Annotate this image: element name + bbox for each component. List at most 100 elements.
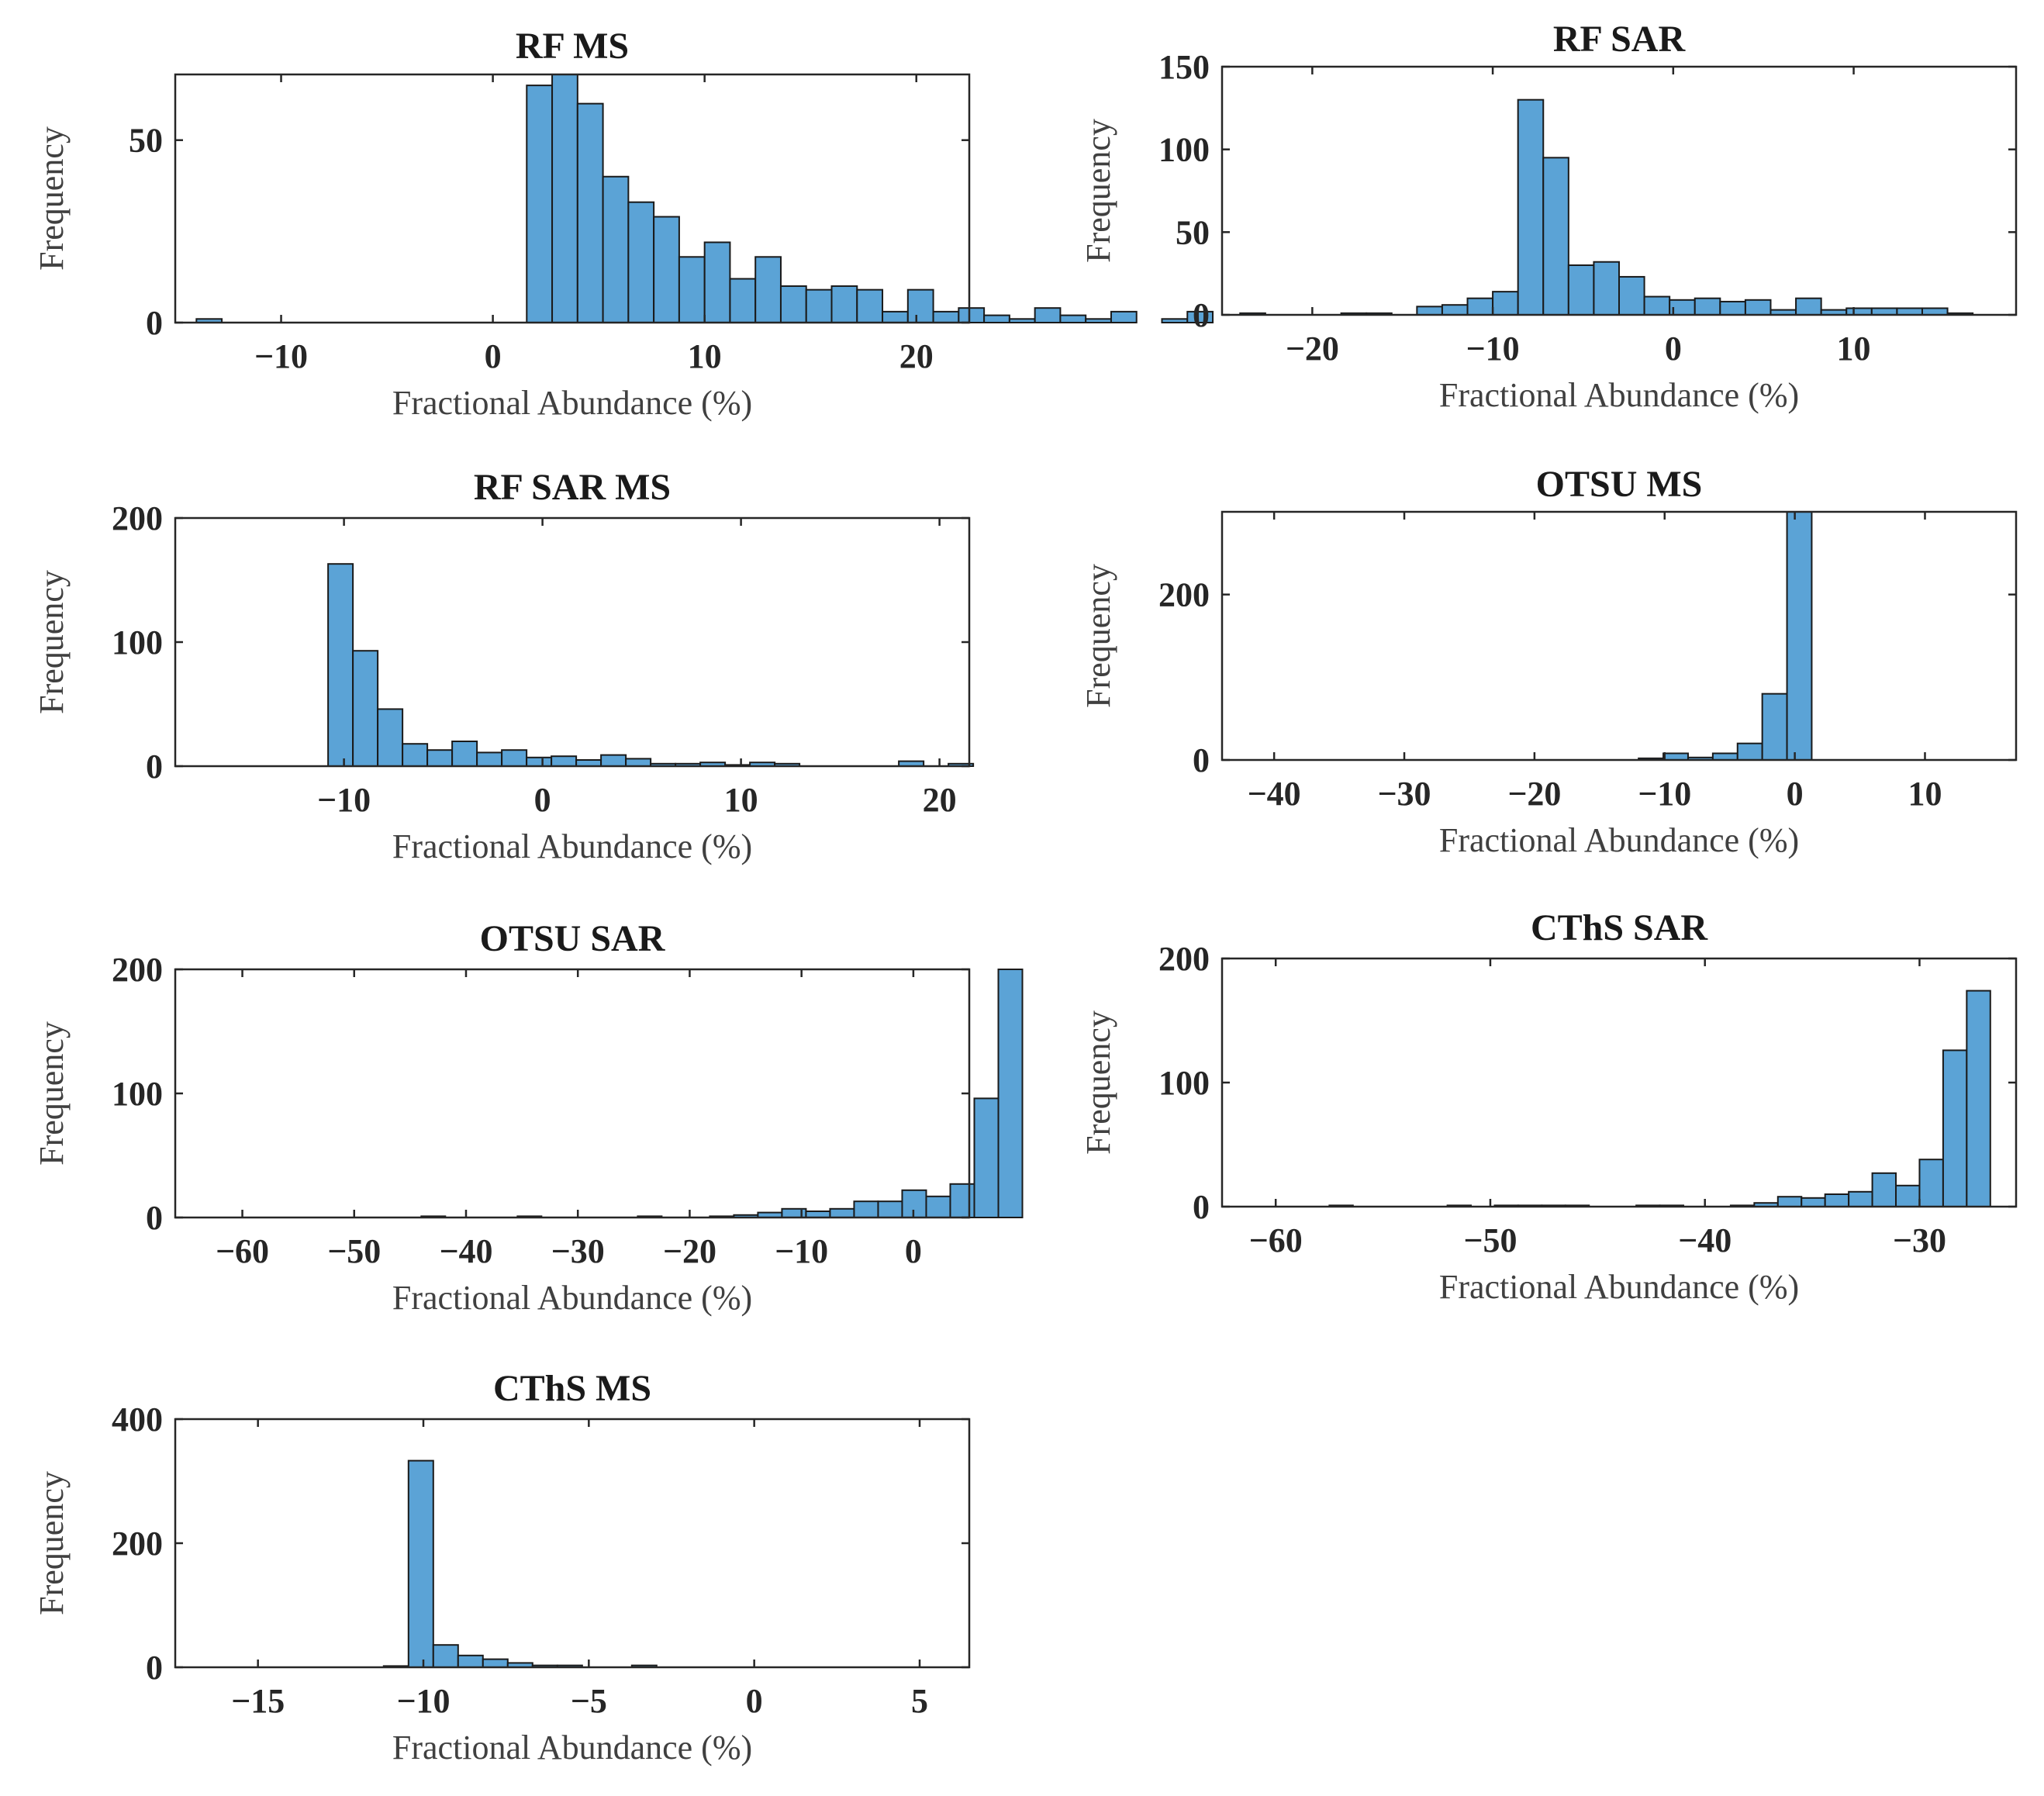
histogram-panel: −10 0 10 20 0 50 RF MS Fractional Abundance (%)…	[33, 26, 1214, 422]
x-axis-label: Fractional Abundance (%)	[1439, 1268, 1799, 1306]
x-tick-label: 0	[905, 1232, 922, 1270]
histogram-bar	[949, 1183, 975, 1219]
x-tick-label: −10	[317, 781, 371, 819]
histogram-bar	[1034, 307, 1062, 324]
histogram-bar	[703, 241, 731, 323]
y-tick-label: 0	[1193, 1188, 1210, 1226]
y-tick-label: 100	[112, 623, 163, 661]
histogram-bar	[754, 256, 782, 324]
histogram-bar	[627, 201, 655, 323]
y-tick-label: 0	[1193, 296, 1210, 334]
x-tick-label: −30	[1893, 1221, 1946, 1259]
histogram-bar	[501, 749, 528, 768]
histogram-bar	[426, 749, 454, 768]
chart-title: OTSU MS	[1536, 464, 1703, 505]
histogram-bar	[805, 288, 833, 324]
x-axis-label: Fractional Abundance (%)	[1439, 821, 1799, 859]
x-tick-label: 0	[534, 781, 551, 819]
histogram-bar	[1008, 318, 1036, 324]
chart-title: OTSU SAR	[480, 918, 666, 959]
y-axis-label: Frequency	[1079, 564, 1117, 708]
histogram-bar	[1492, 291, 1519, 316]
y-tick-label: 0	[146, 1649, 163, 1687]
x-tick-label: −30	[1377, 775, 1431, 813]
histogram-bar	[602, 175, 630, 323]
histogram-bar	[1845, 307, 1873, 316]
histogram-bar	[1896, 307, 1923, 316]
x-tick-label: 0	[485, 337, 502, 375]
histogram-bar	[1618, 275, 1645, 316]
histogram-bar	[1059, 314, 1087, 323]
y-tick-label: 200	[1158, 576, 1210, 614]
x-tick-label: 5	[911, 1682, 928, 1720]
chart-title: RF SAR	[1553, 19, 1687, 60]
histogram-bar	[997, 969, 1024, 1218]
x-tick-label: −60	[216, 1232, 269, 1270]
x-tick-label: 10	[1837, 330, 1871, 368]
histogram-bar	[830, 285, 858, 323]
x-tick-label: 10	[1908, 775, 1942, 813]
x-axis-label: Fractional Abundance (%)	[392, 1279, 752, 1317]
histogram-bar	[958, 307, 986, 324]
histogram-bar	[1542, 157, 1569, 316]
histogram-bar	[1085, 318, 1112, 324]
axes-frame	[174, 516, 971, 768]
x-axis-label: Fractional Abundance (%)	[392, 1729, 752, 1767]
x-tick-label: −5	[571, 1682, 607, 1720]
histogram-bar	[1942, 1049, 1968, 1208]
x-tick-label: 0	[1787, 775, 1804, 813]
histogram-bar	[1895, 1184, 1921, 1208]
histogram-panel: −15 −10 −5 0 5 0 200 400 CThS MS Fractional Abund…	[33, 1368, 971, 1767]
histogram-panel: −60 −50 −40 −30 0 100 200 CThS SAR Fractional Ab…	[1079, 907, 2018, 1306]
y-axis-label: Frequency	[1079, 1010, 1117, 1155]
histogram-bar	[625, 758, 652, 768]
x-tick-label: −10	[775, 1232, 828, 1270]
x-tick-label: −40	[1678, 1221, 1732, 1259]
histogram-bar	[877, 1200, 903, 1218]
histogram-bar	[1795, 297, 1822, 316]
x-tick-label: −40	[439, 1232, 492, 1270]
axes-frame	[174, 73, 971, 324]
histogram-bar	[983, 314, 1010, 323]
histogram-bar	[1801, 1197, 1826, 1208]
y-tick-label: 50	[129, 122, 163, 160]
x-tick-label: −10	[254, 337, 308, 375]
histogram-bar	[1441, 304, 1469, 316]
histogram-bar	[1776, 1196, 1803, 1207]
axes-frame	[174, 968, 971, 1219]
x-tick-label: 0	[1665, 330, 1682, 368]
axes-frame	[1221, 510, 2018, 762]
x-tick-label: −20	[663, 1232, 716, 1270]
histogram-bar	[906, 288, 934, 324]
histogram-bar	[1744, 299, 1772, 316]
histogram-bar	[856, 288, 884, 324]
histogram-bar	[476, 751, 503, 768]
y-tick-label: 200	[112, 951, 163, 989]
histogram-bar	[402, 743, 429, 768]
histogram-bar	[457, 1654, 484, 1669]
histogram-bar	[1694, 297, 1721, 316]
y-tick-label: 100	[1158, 131, 1210, 169]
histogram-bar	[1466, 297, 1494, 316]
x-axis-label: Fractional Abundance (%)	[1439, 376, 1799, 414]
x-tick-label: −20	[1286, 330, 1339, 368]
y-tick-label: 100	[112, 1075, 163, 1113]
x-tick-label: −40	[1248, 775, 1301, 813]
histogram-bar	[1918, 1159, 1944, 1207]
chart-title: RF SAR MS	[474, 467, 671, 508]
histogram-bar	[925, 1195, 951, 1219]
x-tick-label: −50	[327, 1232, 381, 1270]
axes-frame	[174, 1418, 971, 1669]
histogram-bar	[729, 278, 757, 324]
x-tick-label: 10	[688, 337, 722, 375]
histogram-bar	[551, 755, 578, 768]
histogram-bar	[1824, 1193, 1850, 1207]
histogram-bar	[932, 310, 960, 324]
x-axis-label: Fractional Abundance (%)	[392, 827, 752, 865]
y-axis-label: Frequency	[33, 1021, 71, 1166]
histogram-bar	[1871, 1172, 1897, 1208]
y-tick-label: 100	[1158, 1064, 1210, 1102]
histogram-bar	[526, 756, 553, 767]
